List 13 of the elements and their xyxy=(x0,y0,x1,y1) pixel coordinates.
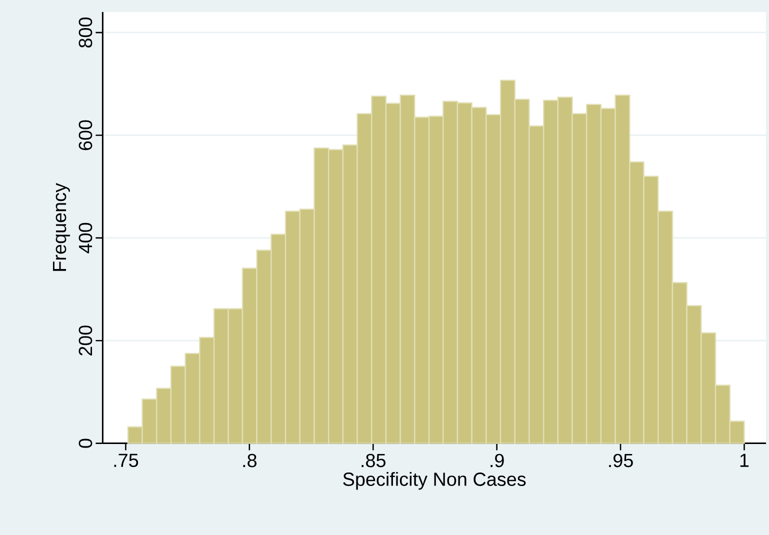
x-tick-label: .9 xyxy=(490,454,504,468)
x-tick-label: .8 xyxy=(243,454,256,468)
x-axis-title: Specificity Non Cases xyxy=(343,472,526,490)
x-tick-label: .75 xyxy=(114,454,138,468)
y-axis-title: Frequency xyxy=(52,182,70,271)
x-tick-label: 1 xyxy=(740,454,749,467)
y-tick-label: 600 xyxy=(78,120,92,150)
y-tick-label: 200 xyxy=(78,326,92,356)
x-tick-label: .95 xyxy=(609,454,633,468)
y-tick-label: 800 xyxy=(78,18,92,48)
x-tick-label: .85 xyxy=(362,454,386,468)
y-tick-label: 400 xyxy=(78,222,92,254)
y-tick-label: 0 xyxy=(78,438,92,448)
